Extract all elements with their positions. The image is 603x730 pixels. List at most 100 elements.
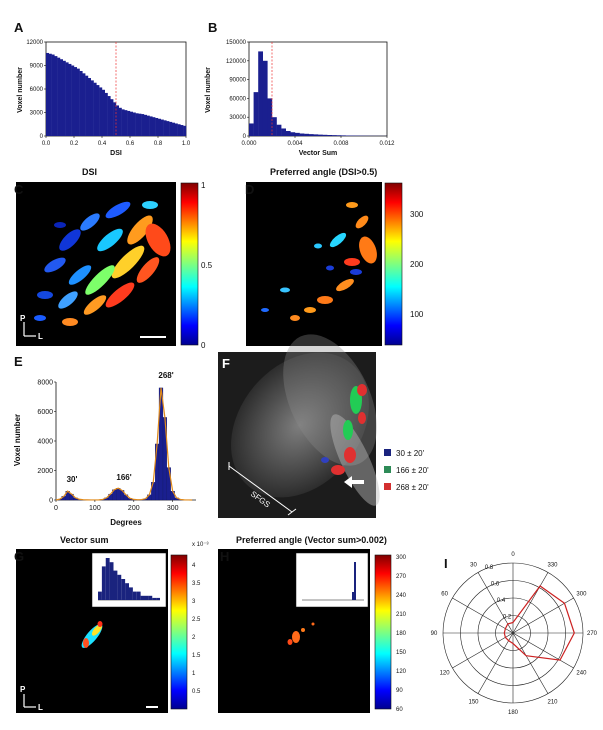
panel-a-bar <box>152 117 156 136</box>
panel-b-bar <box>253 92 259 136</box>
panel-e-ytick-label: 4000 <box>37 439 53 446</box>
panel-d-colorbar: 300 200 100 <box>384 182 424 346</box>
panel-h-inset-bar <box>352 592 354 600</box>
panel-g-inset-bar <box>132 591 137 600</box>
panel-a-bar <box>160 119 164 136</box>
panel-d-colorbar-tick: 300 <box>410 210 424 219</box>
panel-h-inset-frame <box>295 552 369 608</box>
panel-i-radius-label: 0.4 <box>497 598 506 604</box>
panel-b-ytick-label: 60000 <box>229 96 246 102</box>
panel-b-xtick-label: 0.008 <box>333 141 349 147</box>
panel-e-peak-label: 30' <box>67 475 78 484</box>
panel-a-bar <box>54 56 58 136</box>
panel-a-histogram: 0 3000 6000 9000 12000 0.0 0.2 0.4 0.6 0.8 1.0 Vox… <box>17 40 191 157</box>
panel-g-colorbar-tick: 0.5 <box>192 689 201 695</box>
panel-f-letter: F <box>222 356 230 371</box>
panel-e-letter: E <box>14 354 23 369</box>
panel-b-ytick-label: 120000 <box>226 59 247 65</box>
panel-g-colorbar-tick: 1.5 <box>192 653 201 659</box>
panel-i-angle-label: 300 <box>576 592 587 598</box>
panel-e-xtick-label: 200 <box>128 505 140 512</box>
panel-a-bar <box>85 75 89 136</box>
panel-a-bar <box>46 52 49 136</box>
panel-i-radius-label: 0.8 <box>485 565 494 571</box>
panel-g-inset-bar <box>98 591 102 600</box>
panel-a-ytick-label: 6000 <box>30 87 44 93</box>
panel-c-orient-l: L <box>38 332 43 341</box>
panel-b-bar <box>341 135 346 136</box>
panel-a-ticks: 0 3000 6000 9000 12000 0.0 0.2 0.4 0.6 0.8 1.0 <box>26 40 191 147</box>
panel-e-ytick-label: 8000 <box>37 380 53 387</box>
panel-b-xtick-label: 0.000 <box>241 141 257 147</box>
panel-g-inset-bar <box>152 597 157 600</box>
panel-h-letter: H <box>220 549 230 564</box>
panel-i-spoke <box>512 632 574 669</box>
panel-g-vector-sum-map: P L <box>16 549 168 713</box>
panel-a-bar <box>132 112 136 136</box>
panel-g-inset-bar <box>148 595 153 600</box>
panel-b-ytick-label: 0 <box>243 134 247 140</box>
panel-h-colorbar-tick: 120 <box>396 669 407 675</box>
panel-g-colorbar-tick: 2 <box>192 635 196 641</box>
panel-g-inset-bar <box>109 562 114 600</box>
panel-h-colorbar-tick: 180 <box>396 631 407 637</box>
panel-a-ytick-label: 9000 <box>30 64 44 70</box>
panel-h-colorbar-tick: 270 <box>396 574 407 580</box>
panel-g-inset-bar <box>117 574 122 600</box>
panel-e-peak-label: 268' <box>158 371 173 380</box>
panel-i-letter: I <box>444 556 448 571</box>
panel-b-ylabel: Voxel number <box>205 67 212 113</box>
panel-e-xtick-label: 100 <box>89 505 101 512</box>
panel-a-bar <box>82 73 86 136</box>
panel-i-radius-label: 0.6 <box>491 582 500 588</box>
panel-i-angle-label: 60 <box>441 592 448 598</box>
panel-h-colorbar-tick: 210 <box>396 612 407 618</box>
panel-c-colorbar-tick: 0.5 <box>201 261 213 270</box>
panel-d-preferred-angle-map <box>246 182 382 346</box>
panel-a-bar <box>113 102 117 136</box>
panel-a-bar <box>99 87 103 136</box>
panel-a-xtick-label: 0.2 <box>70 141 79 147</box>
panel-g-inset-bar <box>113 570 118 600</box>
panel-a-bar <box>121 109 125 136</box>
panel-b-bar <box>299 133 305 136</box>
panel-a-bar <box>110 99 114 136</box>
panel-e-bars <box>57 387 191 501</box>
panel-g-colorbar-exponent: x 10⁻³ <box>192 542 209 548</box>
panel-g-colorbar-tick: 3.5 <box>192 581 201 587</box>
panel-g-colorbar-tick: 1 <box>192 671 196 677</box>
panel-a-bar <box>93 82 97 136</box>
panel-g-inset-histogram <box>98 558 160 601</box>
panel-h-colorbar: 300 270 240 210 180 150 120 90 60 <box>374 554 407 713</box>
panel-g-inset-bar <box>121 579 126 600</box>
panel-a-bar <box>88 78 91 136</box>
panel-c-signal-blobs <box>34 201 171 326</box>
panel-a-bar <box>144 114 147 136</box>
panel-c-orient-p: P <box>20 314 26 323</box>
panel-a-bar <box>71 65 75 136</box>
panel-i-spoke <box>452 597 514 634</box>
panel-a-bar <box>118 107 122 136</box>
panel-b-bar <box>272 117 277 136</box>
panel-b-bar <box>281 128 286 136</box>
panel-a-bar <box>116 105 119 136</box>
panel-a-bar <box>127 110 131 136</box>
panel-d-title: Preferred angle (DSI>0.5) <box>270 167 378 177</box>
panel-a-xtick-label: 0.8 <box>154 141 163 147</box>
panel-d-colorbar-gradient <box>384 182 403 346</box>
panel-e-ytick-label: 2000 <box>37 468 53 475</box>
panel-a-bar <box>74 67 77 136</box>
panel-a-bar <box>65 62 69 136</box>
panel-b-xtick-label: 0.012 <box>379 141 395 147</box>
panel-f-legend-label: 268 ± 20' <box>396 483 429 492</box>
panel-a-bar <box>57 57 61 136</box>
panel-b-histogram: 0 30000 60000 90000 120000 150000 0.000 0.004 0.… <box>205 40 395 157</box>
panel-e-histogram: 0 2000 4000 6000 8000 0 100 200 300 30' 166' 268… <box>13 371 196 527</box>
panel-a-ytick-label: 0 <box>40 134 44 140</box>
panel-f-fluorescence-image: SFGS <box>218 334 380 518</box>
panel-h-colorbar-tick: 90 <box>396 688 403 694</box>
panel-a-bar <box>174 123 178 136</box>
panel-b-ytick-label: 150000 <box>226 40 247 46</box>
panel-b-ytick-label: 90000 <box>229 78 246 84</box>
panel-i-angle-labels: 0 30 60 90 120 150 180 210 240 270 300 330 <box>431 552 598 716</box>
